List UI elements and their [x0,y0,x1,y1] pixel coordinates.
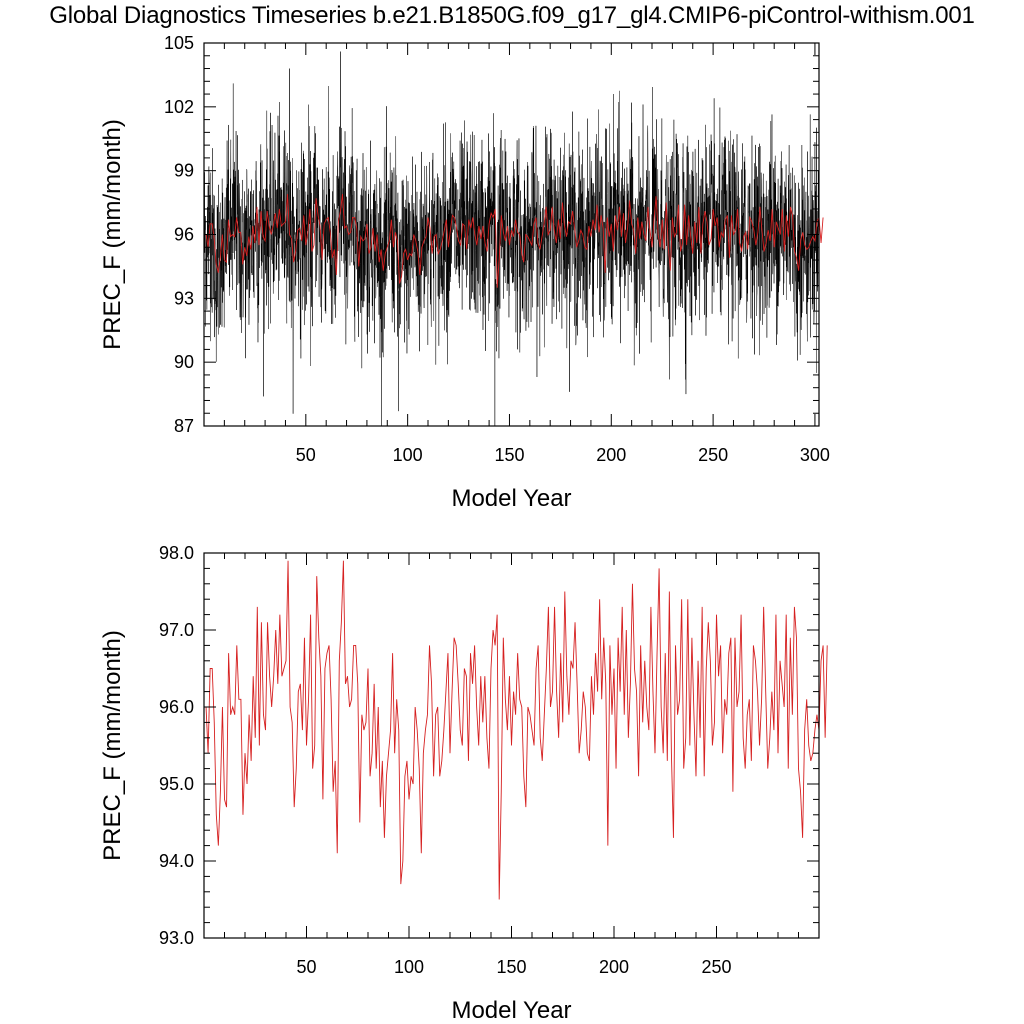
monthly-series-line [203,51,820,427]
top-y-axis-title: PREC_F (mm/month) [99,119,126,350]
x-tick-label: 100 [394,957,424,977]
y-tick-label: 95.0 [159,774,194,794]
x-tick-label: 150 [496,957,526,977]
top-series-group [203,51,824,427]
y-tick-label: 96 [174,225,194,245]
y-tick-label: 87 [174,416,194,436]
y-tick-label: 97.0 [159,620,194,640]
x-tick-label: 150 [494,445,524,465]
x-tick-label: 200 [596,445,626,465]
bottom-series-group [205,560,828,900]
x-tick-label: 250 [701,957,731,977]
bottom-y-axis-title: PREC_F (mm/month) [99,630,126,861]
top-x-axis-title: Model Year [451,485,571,512]
x-tick-label: 50 [296,445,316,465]
x-tick-label: 100 [393,445,423,465]
y-tick-label: 94.0 [159,851,194,871]
y-tick-label: 102 [164,97,194,117]
y-tick-label: 105 [164,33,194,53]
y-tick-label: 99 [174,161,194,181]
top-panel: 50 100 150 200 250 300 87 90 93 96 99 102 105 Model … [99,33,830,512]
x-tick-label: 50 [296,957,316,977]
x-tick-label: 300 [800,445,830,465]
bottom-axis-ticks: 50 100 150 200 250 93.0 94.0 95.0 96.0 97.0 98.0 [159,543,819,977]
page-title: Global Diagnostics Timeseries b.e21.B185… [49,2,975,29]
x-tick-label: 250 [698,445,728,465]
y-tick-label: 98.0 [159,543,194,563]
annual-mean-line [205,560,828,900]
y-tick-label: 90 [174,352,194,372]
y-tick-label: 93.0 [159,928,194,948]
bottom-panel: 50 100 150 200 250 93.0 94.0 95.0 96.0 97.0 98.0 M… [99,543,828,1024]
x-tick-label: 200 [599,957,629,977]
y-tick-label: 96.0 [159,697,194,717]
y-tick-label: 93 [174,288,194,308]
top-axis-ticks: 50 100 150 200 250 300 87 90 93 96 99 102 105 [164,33,830,465]
bottom-x-axis-title: Model Year [451,997,571,1024]
annual-mean-overlay-line [205,194,824,288]
